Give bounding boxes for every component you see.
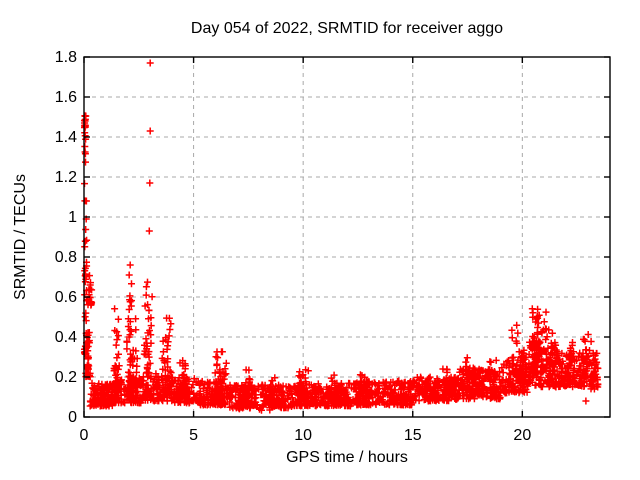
x-tick-label: 10	[294, 427, 312, 444]
data-point-markers	[81, 59, 602, 414]
y-tick-label: 1.8	[55, 49, 77, 66]
y-tick-label: 1.2	[55, 169, 77, 186]
chart-title: Day 054 of 2022, SRMTID for receiver agg…	[191, 20, 503, 37]
x-tick-label: 15	[404, 427, 422, 444]
y-axis-label: SRMTID / TECUs	[12, 174, 29, 300]
tick-labels: 0 5 10 15 20 0 0.2 0.4 0.6 0.8 1 1.2 1.4 1.6 1.8	[55, 49, 532, 444]
grid-lines	[84, 57, 610, 417]
y-tick-label: 1.4	[55, 129, 77, 146]
y-tick-label: 1	[68, 209, 77, 226]
x-axis-label: GPS time / hours	[286, 449, 408, 466]
y-tick-label: 0.2	[55, 369, 77, 386]
y-tick-label: 1.6	[55, 89, 77, 106]
y-tick-label: 0.4	[55, 329, 77, 346]
y-tick-label: 0.8	[55, 249, 77, 266]
y-tick-label: 0	[68, 409, 77, 426]
scatter-points	[81, 59, 602, 414]
y-tick-label: 0.6	[55, 289, 77, 306]
x-tick-label: 20	[513, 427, 531, 444]
plot-border	[83, 56, 611, 418]
x-tick-label: 5	[189, 427, 198, 444]
x-tick-label: 0	[80, 427, 89, 444]
